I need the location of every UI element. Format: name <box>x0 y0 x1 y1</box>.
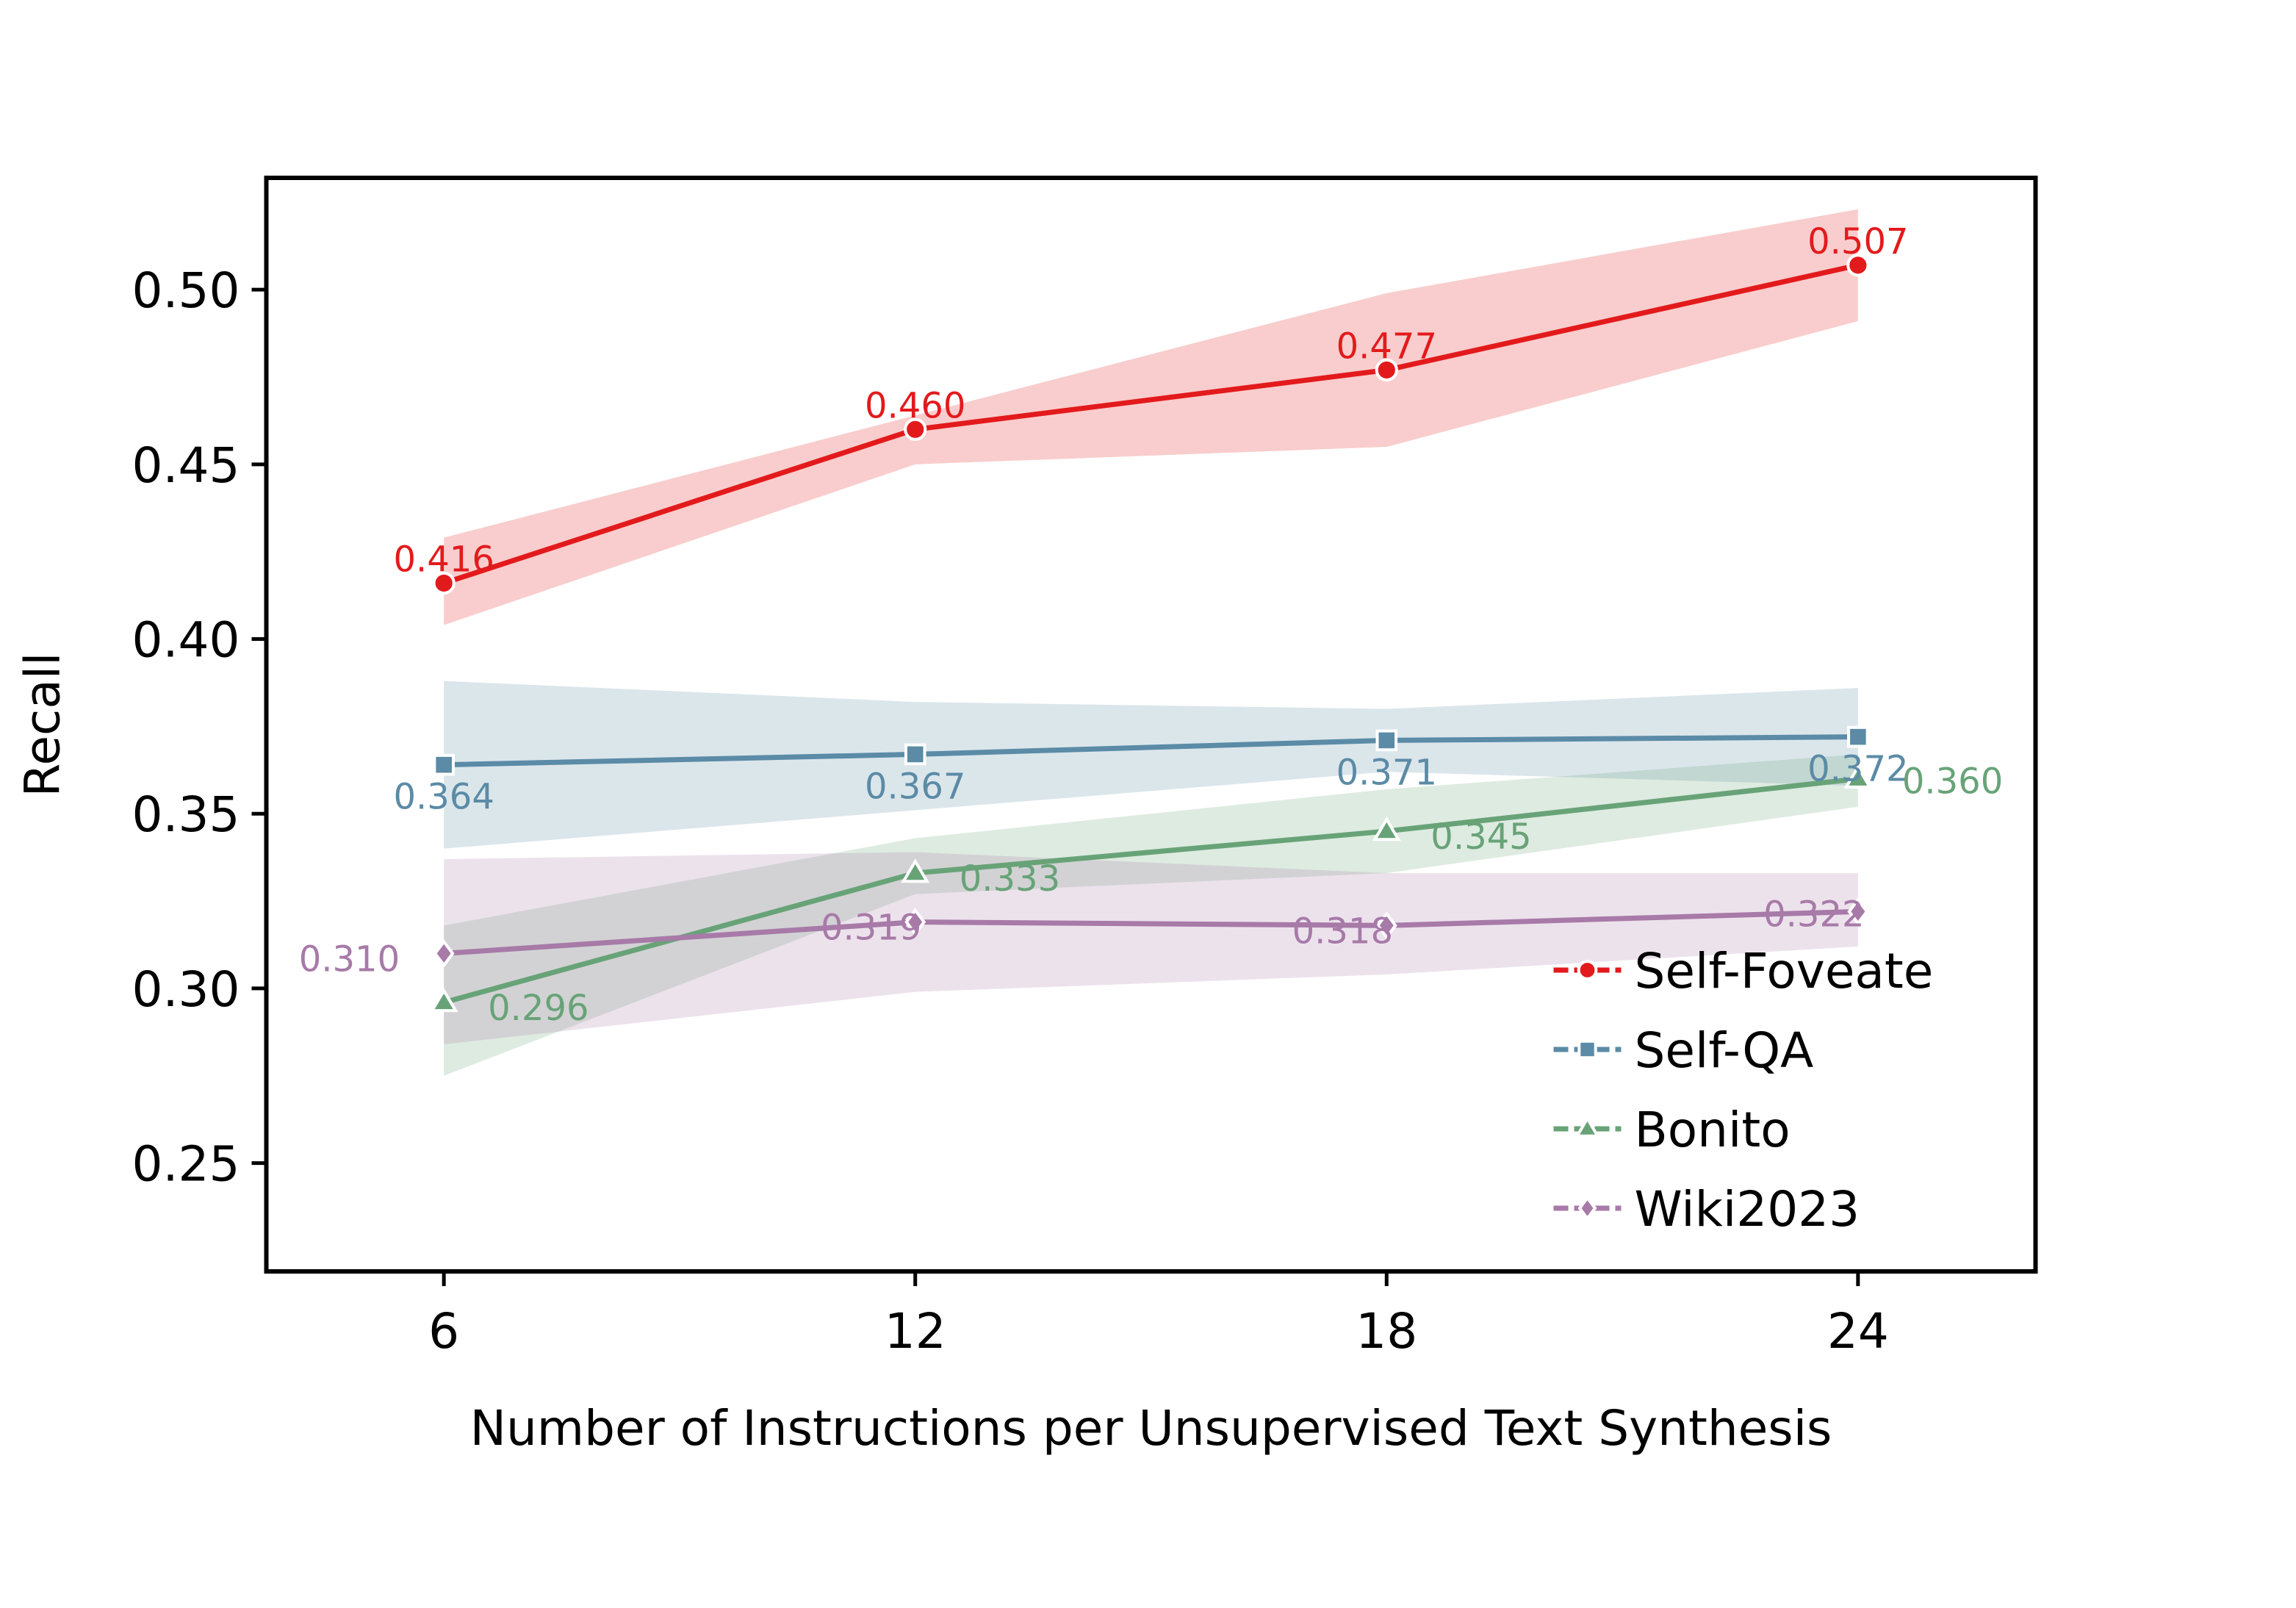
wiki2023-line <box>443 908 1858 956</box>
wiki2023-data-label: 0.322 <box>1763 894 1864 935</box>
wiki2023-data-label: 0.318 <box>1292 911 1393 952</box>
bonito-point <box>429 987 458 1013</box>
self-qa-point <box>1375 729 1398 752</box>
x-tick-label: 18 <box>1356 1303 1417 1360</box>
legend-self-foveate-marker <box>1577 960 1598 980</box>
confidence-bands <box>444 209 1858 1076</box>
y-tick-label: 0.50 <box>132 262 240 319</box>
bonito-data-label: 0.333 <box>960 858 1060 900</box>
self-foveate-point <box>904 417 927 441</box>
self-foveate-data-label: 0.477 <box>1336 326 1437 367</box>
y-axis-ticks: 0.25 0.30 0.35 0.40 0.45 0.50 <box>132 262 267 1193</box>
self-foveate-point <box>1846 254 1870 277</box>
legend-self-foveate-label: Self-Foveate <box>1635 943 1934 999</box>
legend-bonito-marker <box>1575 1116 1600 1138</box>
wiki2023-point <box>904 908 926 936</box>
series-lines <box>429 254 1873 1013</box>
bonito-band <box>444 754 1858 1076</box>
wiki2023-data-label: 0.310 <box>299 938 400 980</box>
self-foveate-band <box>444 209 1858 625</box>
bonito-point <box>901 858 930 883</box>
self-foveate-data-label: 0.460 <box>865 385 965 426</box>
legend: Self-Foveate Self-QA Bonito Wiki2023 <box>1553 943 1934 1238</box>
self-qa-point <box>433 753 455 776</box>
legend-self-qa-label: Self-QA <box>1635 1022 1814 1079</box>
bonito-data-label: 0.345 <box>1430 816 1531 858</box>
plot-frame <box>264 176 2038 1274</box>
self-qa-data-label: 0.371 <box>1336 752 1437 793</box>
legend-wiki2023-label: Wiki2023 <box>1635 1181 1860 1238</box>
self-qa-data-label: 0.364 <box>393 777 494 818</box>
self-foveate-line <box>443 262 1859 586</box>
self-foveate-point <box>1375 358 1398 382</box>
wiki2023-point <box>1847 897 1869 926</box>
bonito-point <box>1843 764 1873 789</box>
x-tick-label: 24 <box>1827 1303 1889 1360</box>
data-labels: 0.416 0.460 0.477 0.507 0.364 0.367 0.371 0.372… <box>299 221 2004 1029</box>
wiki2023-point <box>1375 911 1397 940</box>
self-foveate-data-label: 0.507 <box>1807 221 1908 262</box>
self-foveate-point <box>432 571 456 595</box>
self-qa-point <box>1847 725 1869 748</box>
y-tick-label: 0.45 <box>132 437 240 494</box>
legend-bonito-label: Bonito <box>1635 1102 1791 1158</box>
self-qa-line <box>444 734 1858 768</box>
y-tick-label: 0.30 <box>132 961 240 1018</box>
wiki2023-data-label: 0.319 <box>821 908 921 949</box>
bonito-data-label: 0.296 <box>488 988 589 1029</box>
self-qa-point <box>904 743 926 766</box>
y-axis-label: Recall <box>15 653 71 797</box>
x-axis-ticks: 6 12 18 24 <box>428 1271 1889 1360</box>
x-axis-label: Number of Instructions per Unsupervised … <box>470 1400 1832 1457</box>
bonito-data-label: 0.360 <box>1902 761 2003 803</box>
self-qa-band <box>444 681 1858 849</box>
x-tick-label: 6 <box>428 1303 459 1360</box>
y-tick-label: 0.25 <box>132 1136 240 1193</box>
self-qa-data-label: 0.372 <box>1807 749 1908 790</box>
self-foveate-data-label: 0.416 <box>393 539 494 580</box>
wiki2023-point <box>433 939 455 968</box>
bonito-point <box>1372 816 1401 841</box>
wiki2023-band <box>444 852 1858 1044</box>
self-qa-data-label: 0.367 <box>865 766 965 807</box>
legend-self-qa-marker <box>1577 1039 1597 1060</box>
legend-wiki2023-marker <box>1577 1195 1597 1221</box>
x-tick-label: 12 <box>885 1303 946 1360</box>
y-tick-label: 0.35 <box>132 786 240 843</box>
y-tick-label: 0.40 <box>132 612 240 669</box>
